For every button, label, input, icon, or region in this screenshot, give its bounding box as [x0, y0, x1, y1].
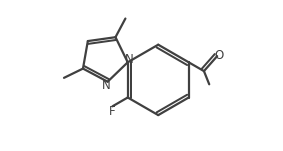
Text: N: N: [125, 53, 134, 66]
Text: O: O: [215, 49, 224, 62]
Text: N: N: [102, 79, 110, 92]
Text: F: F: [109, 105, 116, 118]
